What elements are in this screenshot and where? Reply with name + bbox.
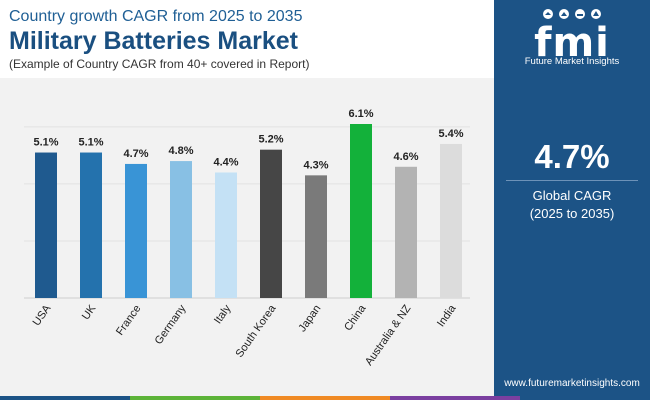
- data-label: 5.2%: [258, 134, 283, 146]
- kpi-divider: [506, 180, 638, 181]
- bar-australia-nz[interactable]: [395, 166, 417, 298]
- header: Country growth CAGR from 2025 to 2035 Mi…: [0, 0, 494, 78]
- chart-subtitle: Country growth CAGR from 2025 to 2035: [9, 8, 303, 25]
- footer-strip-segment: [390, 396, 520, 400]
- x-tick-label: Japan: [296, 303, 323, 334]
- bar-usa[interactable]: [35, 152, 57, 298]
- data-label: 4.6%: [393, 151, 418, 163]
- data-label: 5.1%: [33, 137, 58, 149]
- bar-south-korea[interactable]: [260, 149, 282, 298]
- footer-strip-segment: [130, 396, 260, 400]
- footer-strip-segment: [520, 396, 650, 400]
- logo-tagline: Future Market Insights: [524, 56, 620, 67]
- footer-color-strip: [0, 396, 650, 400]
- global-cagr-range: (2025 to 2035): [529, 206, 615, 221]
- x-tick-label: India: [435, 302, 459, 329]
- logo-wordmark: fmi: [534, 20, 610, 66]
- chart-note: (Example of Country CAGR from 40+ covere…: [9, 57, 310, 71]
- data-label: 5.1%: [78, 137, 103, 149]
- data-label: 4.8%: [168, 145, 193, 157]
- bar-italy[interactable]: [215, 172, 237, 298]
- fmi-logo: fmi: [534, 9, 610, 66]
- bar-france[interactable]: [125, 163, 147, 298]
- bar-chart: 5.1% USA 5.1% UK 4.7% France 4.8% Germany 4.4% It…: [24, 108, 470, 368]
- sidebar: fmi Future Market Insights 4.7% Global C…: [494, 0, 650, 396]
- global-cagr-value: 4.7%: [534, 138, 610, 175]
- footer-strip-segment: [0, 396, 130, 400]
- global-cagr-label: Global CAGR: [532, 188, 612, 203]
- website-link[interactable]: www.futuremarketinsights.com: [504, 378, 640, 389]
- x-tick-label: Australia & NZ: [363, 303, 414, 368]
- chart-area: 5.1% USA 5.1% UK 4.7% France 4.8% Germany 4.4% It…: [0, 78, 494, 396]
- data-label: 4.4%: [213, 156, 238, 168]
- data-label: 4.3%: [303, 159, 328, 171]
- bar-uk[interactable]: [80, 152, 102, 298]
- x-tick-label: USA: [31, 302, 54, 328]
- data-label: 4.7%: [123, 148, 148, 160]
- footer-strip-segment: [260, 396, 390, 400]
- bar-germany[interactable]: [170, 161, 192, 298]
- x-tick-label: UK: [80, 302, 99, 322]
- bar-japan[interactable]: [305, 175, 327, 298]
- bar-china[interactable]: [350, 124, 372, 298]
- page-title: Military Batteries Market: [9, 27, 299, 55]
- x-tick-label: Germany: [153, 302, 189, 346]
- bar-india[interactable]: [440, 143, 462, 298]
- x-tick-label: France: [114, 303, 143, 338]
- x-tick-label: South Korea: [234, 302, 279, 360]
- data-label: 5.4%: [438, 128, 463, 140]
- data-label: 6.1%: [348, 108, 373, 120]
- x-tick-label: China: [342, 302, 369, 333]
- x-tick-label: Italy: [212, 302, 234, 326]
